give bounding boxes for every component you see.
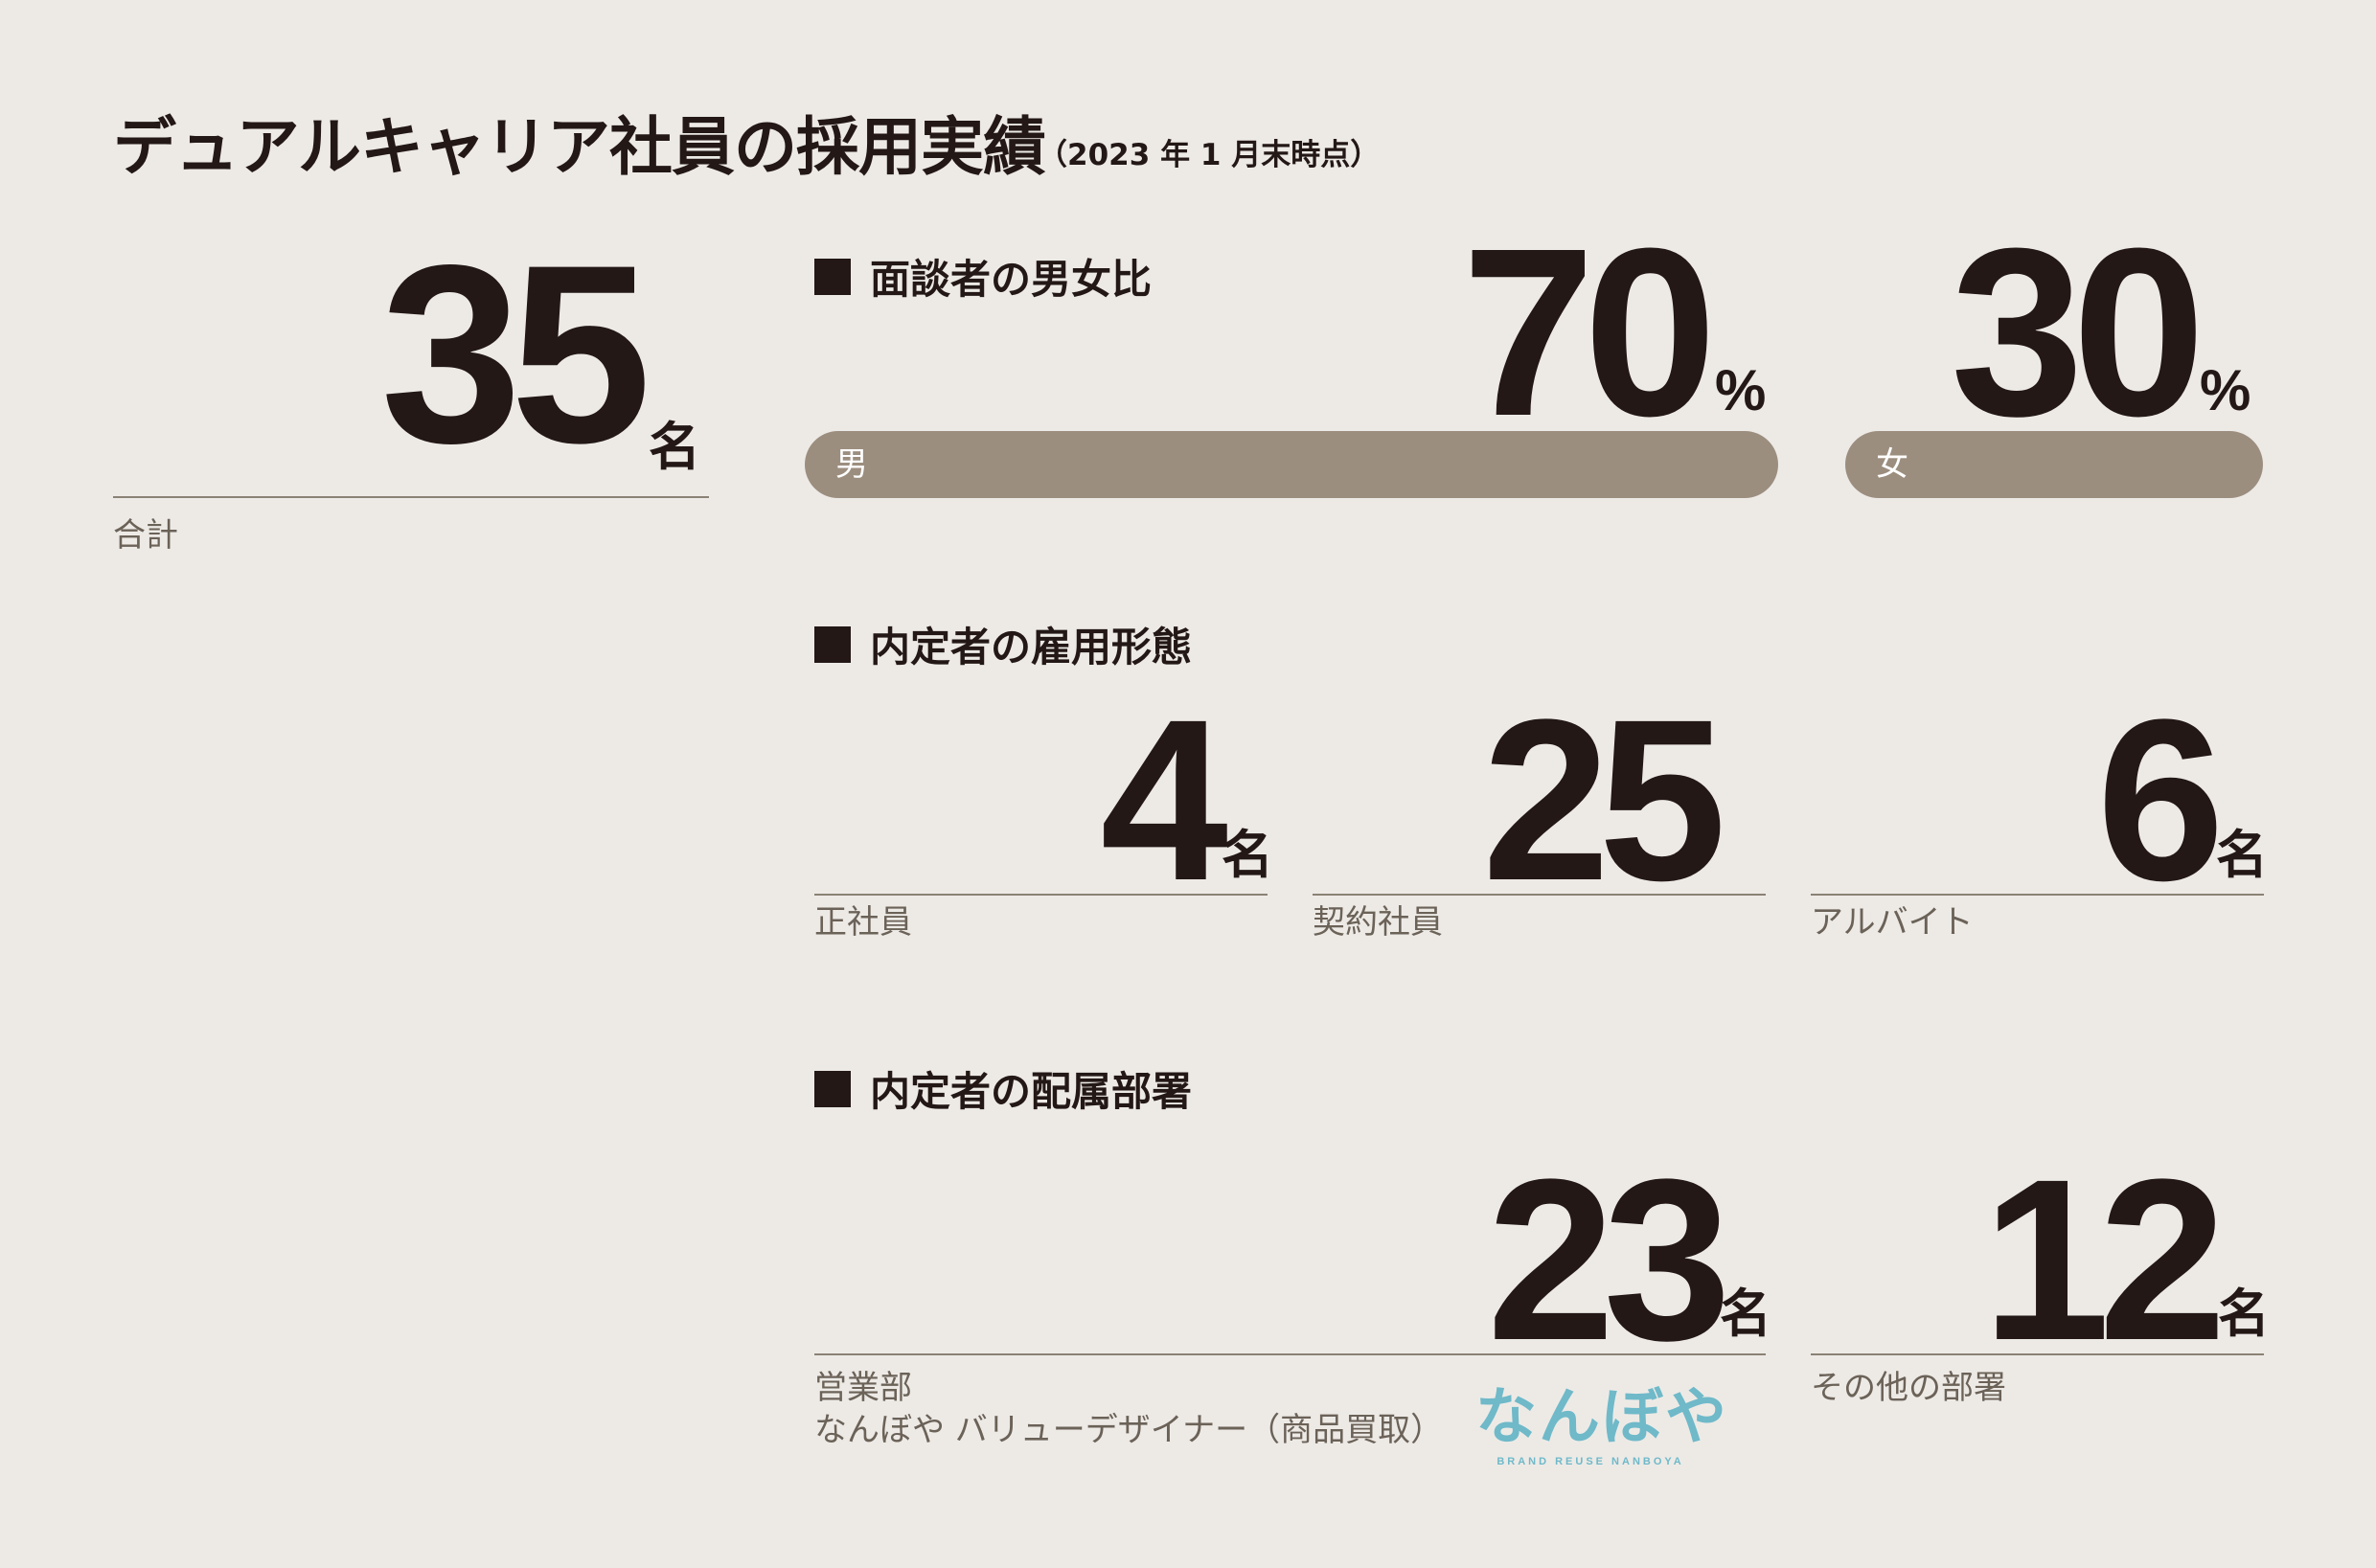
male-bar: 男 (805, 431, 1778, 498)
department-unit-other: 名 (2218, 1284, 2270, 1344)
department-value-sales: 23 (1487, 1131, 1731, 1388)
employment-label-contract: 契約社員 (1313, 903, 1443, 942)
total-rule (113, 496, 709, 498)
department-value-other: 12 (1982, 1131, 2227, 1388)
page-subtitle: （2023 年 1 月末時点） (1038, 138, 1381, 172)
nanboya-logo-subtext: BRAND REUSE NANBOYA (1496, 1456, 1684, 1467)
employment-label-parttime: アルバイト (1811, 903, 1974, 942)
male-value: 70 (1461, 198, 1717, 466)
employment-rule-fulltime (814, 894, 1268, 896)
female-unit: % (2200, 358, 2251, 422)
department-label-sales-1: 営業部 (814, 1369, 912, 1407)
male-bar-label: 男 (835, 445, 868, 484)
employment-rule-contract (1313, 894, 1766, 896)
employment-rule-parttime (1811, 894, 2264, 896)
employment-value-fulltime: 4 (1100, 671, 1228, 928)
department-section-title: 内定者の配属部署 (814, 1059, 1192, 1118)
department-unit-sales: 名 (1720, 1284, 1771, 1344)
employment-unit-parttime: 名 (2216, 825, 2268, 885)
gender-section-title-text: 面談者の男女比 (870, 256, 1153, 303)
female-bar: 女 (1845, 431, 2263, 498)
department-label-sales-2: なんぼや バリューデザイナー（商品買取） (814, 1411, 1444, 1449)
female-value: 30 (1950, 198, 2205, 466)
square-bullet-icon (814, 625, 851, 663)
department-label-other: その他の部署 (1811, 1369, 2006, 1407)
nanboya-logo-text: なんぼや (1475, 1382, 1728, 1453)
male-unit: % (1715, 358, 1767, 422)
total-value: 35 (380, 213, 651, 496)
employment-label-fulltime: 正社員 (814, 903, 912, 942)
employment-value-contract: 25 (1482, 671, 1726, 928)
employment-section-title: 内定者の雇用形態 (814, 615, 1192, 673)
female-bar-label: 女 (1876, 445, 1908, 484)
employment-value-parttime: 6 (2096, 671, 2225, 928)
square-bullet-icon (814, 1070, 851, 1107)
gender-section-title: 面談者の男女比 (814, 247, 1152, 306)
department-section-title-text: 内定者の配属部署 (870, 1068, 1193, 1115)
page-title: デュアルキャリア社員の採用実績 (113, 110, 1046, 184)
total-label: 合計 (113, 516, 178, 555)
department-rule-other (1811, 1353, 2264, 1355)
department-rule-sales (814, 1353, 1766, 1355)
nanboya-logo: なんぼや BRAND REUSE NANBOYA (1475, 1368, 1728, 1467)
employment-unit-fulltime: 名 (1222, 825, 1273, 885)
employment-section-title-text: 内定者の雇用形態 (870, 624, 1193, 670)
total-unit: 名 (649, 417, 700, 477)
square-bullet-icon (814, 258, 851, 295)
